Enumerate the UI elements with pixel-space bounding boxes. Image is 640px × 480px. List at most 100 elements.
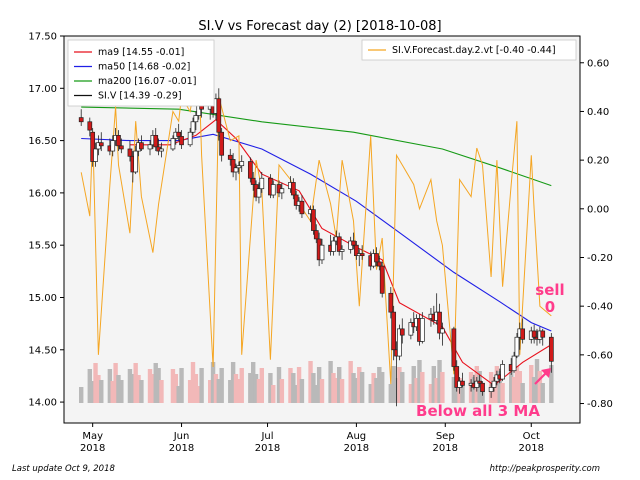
volume-bar [331,373,336,403]
candle [531,324,537,344]
candle [359,245,365,260]
candle [259,171,265,193]
volume-bar [514,366,520,403]
volume-bar [233,374,239,403]
candle-body [250,177,256,185]
candle-body [391,311,397,351]
candle [454,360,460,392]
plot-frame [63,35,581,424]
volume-bar [187,380,193,403]
candle [397,324,402,361]
candle [299,194,305,218]
candle [293,190,299,210]
candle [87,117,93,137]
volume-bar [199,368,204,403]
below-ma-label: Below all 3 MA [416,402,540,420]
candle [187,128,193,147]
candle-body [311,209,316,231]
volume-bar [219,368,224,403]
candle-body [236,165,242,169]
candle-layer [78,88,554,407]
y-right-tick-label: 0.20 [587,156,609,167]
candle-body [270,184,276,196]
candle-body [110,140,116,152]
candle [110,135,116,157]
candle [419,312,425,344]
candle [460,372,465,388]
volume-bar [428,384,434,403]
volume-bar [434,378,439,403]
volume-bar [520,383,525,403]
candle [170,135,176,152]
volume-bar [354,378,359,403]
y-right-tick-label: -0.60 [587,350,613,361]
candle-body [419,318,425,342]
volume-bar [471,377,477,403]
candle [247,157,253,183]
volume-bar [116,375,121,403]
candle-body [514,336,520,357]
candle [256,182,262,204]
legend-right-label: SI.V.Forecast.day.2.vt [-0.40 -0.44] [392,45,556,56]
candle [354,241,359,260]
volume-bar [271,385,276,403]
candle-body [139,142,144,150]
candle-body [118,145,124,150]
volume-bar [371,373,376,403]
candle [313,224,319,244]
volume-bar [107,369,113,403]
volume-bar [268,373,273,403]
volume-bar [248,373,253,403]
candle [437,303,442,340]
footer-source-url: http://peakprosperity.com [490,464,600,474]
volume-bar [216,379,221,403]
candle-body [374,253,379,263]
candle-body [230,159,236,173]
volume-bar [93,363,98,403]
candle-body [491,380,497,388]
sell-value: 0 [545,298,555,316]
x-tick-label: Oct 2018 [519,431,544,454]
x-tick-label: Jul 2018 [255,431,280,454]
candle-body [388,292,394,313]
candle-body [376,261,382,267]
volume-bar [176,386,181,403]
candle-body [256,188,262,198]
volume-bar [251,362,256,403]
candle-body [299,200,305,215]
volume-bar [136,375,141,403]
candle [233,163,239,181]
x-tick-label: Sep 2018 [433,431,458,454]
candle-body [187,131,193,146]
candle [118,138,124,154]
candle [336,232,342,256]
candle-body [359,253,365,256]
volume-bar [414,378,419,403]
volume-bar [87,369,92,403]
candle [250,171,256,191]
candle-body [233,167,239,173]
volume-bar [110,381,115,403]
annotation-layer: sell 0 Below all 3 MA [416,281,565,420]
candle-body [279,188,285,194]
candle-body [193,115,199,123]
volume-bar [213,374,219,403]
volume-bar [279,379,285,403]
candle-body [500,364,505,380]
candle [116,130,121,152]
volume-bar [196,386,201,403]
volume-bar [133,363,138,403]
volume-bar [388,384,393,403]
candle [147,140,153,156]
candle-body [488,387,494,392]
volume-bar [311,373,316,403]
candle-body [116,135,121,147]
volume-bar [431,366,436,403]
candle [133,145,139,175]
volume-bar [190,362,196,403]
volume-bar [79,387,84,403]
candle [376,255,382,271]
y-left-tick-label: 14.00 [28,398,57,409]
candle [511,351,517,373]
